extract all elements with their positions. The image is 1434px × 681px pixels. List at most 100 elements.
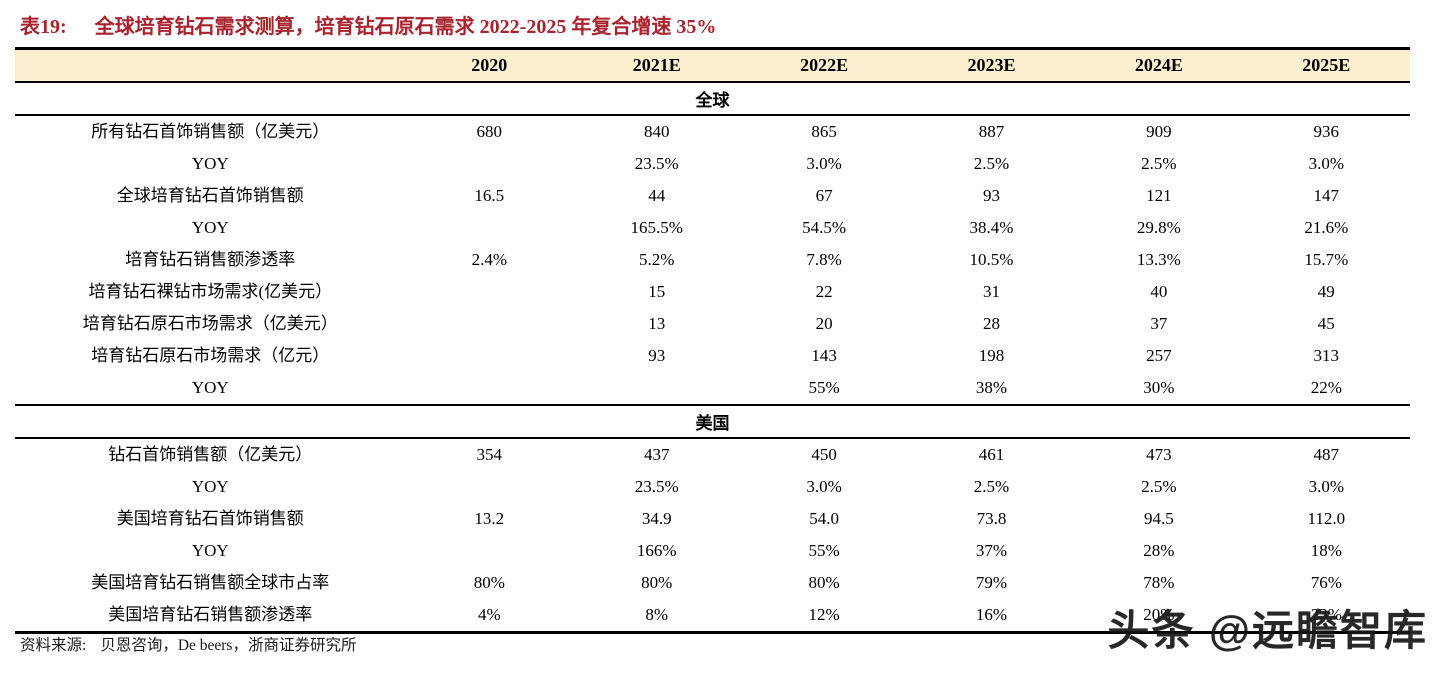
table-row: 钻石首饰销售额（亿美元） 354 437 450 461 473 487 xyxy=(15,438,1410,471)
table-row: 培育钻石原石市场需求（亿元） 93 143 198 257 313 xyxy=(15,340,1410,372)
table-cell: 2.5% xyxy=(1141,154,1177,173)
table-cell xyxy=(406,340,573,372)
year-column-header: 2022E xyxy=(740,47,908,83)
table-cell: 13.3% xyxy=(1136,250,1181,269)
section-title: 美国 xyxy=(15,404,1410,439)
table-cell: 198 xyxy=(978,346,1005,365)
table-title-text: 全球培育钻石需求测算，培育钻石原石需求 2022-2025 年复合增速 35% xyxy=(94,16,717,38)
table-cell: 461 xyxy=(978,445,1005,464)
table-cell: 166% xyxy=(636,541,677,560)
table-row: 所有钻石首饰销售额（亿美元） 680 840 865 887 909 936 xyxy=(15,115,1410,148)
table-cell: 29.8% xyxy=(1136,218,1181,237)
table-row: YOY 166% 55% 37% 28% 18% xyxy=(15,535,1410,567)
year-column-header: 2021E xyxy=(573,47,741,83)
year-column-header: 2025E xyxy=(1242,47,1410,83)
row-label: 全球培育钻石首饰销售额 xyxy=(116,186,304,205)
table-cell: 28 xyxy=(982,314,1000,333)
table-row: 美国培育钻石销售额全球市占率 80% 80% 80% 79% 78% 76% xyxy=(15,567,1410,599)
row-label: 培育钻石原石市场需求（亿美元） xyxy=(82,314,338,333)
table-cell: 40 xyxy=(1150,282,1168,301)
table-row: YOY 23.5% 3.0% 2.5% 2.5% 3.0% xyxy=(15,148,1410,180)
table-cell: 22 xyxy=(815,282,833,301)
table-row: 培育钻石裸钻市场需求(亿美元） 15 22 31 40 49 xyxy=(15,276,1410,308)
row-label: 培育钻石销售额渗透率 xyxy=(125,250,296,269)
table-row: YOY 55% 38% 30% 22% xyxy=(15,372,1410,405)
table-cell: 16% xyxy=(975,605,1008,624)
table-cell: 16.5 xyxy=(474,186,505,205)
table-cell: 54.0 xyxy=(809,509,839,528)
table-cell: 28% xyxy=(1143,541,1175,560)
table-cell: 473 xyxy=(1146,445,1172,464)
table-cell: 93 xyxy=(982,186,1000,205)
table-cell xyxy=(406,535,573,567)
table-cell: 143 xyxy=(811,346,837,365)
table-cell: 54.5% xyxy=(802,218,847,237)
table-cell xyxy=(406,372,573,405)
diamond-demand-table: 2020 2021E 2022E 2023E 2024E 2025E 全球 所有钻石首饰销售… xyxy=(15,47,1410,634)
table-cell: 37% xyxy=(975,541,1008,560)
table-cell: 257 xyxy=(1146,346,1172,365)
table-cell: 936 xyxy=(1313,122,1340,141)
table-cell: 13.2 xyxy=(474,509,505,528)
section-header-row: 美国 xyxy=(15,404,1410,439)
table-cell: 3.0% xyxy=(1308,477,1344,496)
table-cell xyxy=(406,308,573,340)
row-label-column-header xyxy=(15,47,406,83)
table-cell: 4% xyxy=(477,605,501,624)
source-note: 资料来源: 贝恩咨询，De beers，浙商证券研究所 xyxy=(20,633,356,655)
table-cell: 2.4% xyxy=(471,250,508,269)
table-cell: 55% xyxy=(808,541,840,560)
row-label: 钻石首饰销售额（亿美元） xyxy=(108,445,313,464)
source-text: 贝恩咨询，De beers，浙商证券研究所 xyxy=(100,637,357,654)
table-cell: 909 xyxy=(1146,122,1172,141)
row-label: 美国培育钻石销售额渗透率 xyxy=(108,605,313,624)
table-cell: 487 xyxy=(1313,445,1340,464)
table-cell: 13 xyxy=(648,314,666,333)
table-cell: 5.2% xyxy=(638,250,675,269)
table-row: 美国培育钻石销售额渗透率 4% 8% 12% 16% 20% 23% xyxy=(15,599,1410,633)
table-number: 表19: xyxy=(20,16,67,38)
table-cell: 8% xyxy=(645,605,669,624)
table-cell: 76% xyxy=(1310,573,1342,592)
table-cell: 80% xyxy=(641,573,673,592)
table-cell: 12% xyxy=(808,605,840,624)
year-column-header: 2024E xyxy=(1075,47,1243,83)
header-row: 2020 2021E 2022E 2023E 2024E 2025E xyxy=(15,47,1410,83)
table-cell: 165.5% xyxy=(630,218,683,237)
table-cell: 67 xyxy=(815,186,833,205)
table-cell: 31 xyxy=(982,282,1000,301)
table-cell: 15 xyxy=(648,282,666,301)
row-label: YOY xyxy=(191,477,229,496)
table-row: 美国培育钻石首饰销售额 13.2 34.9 54.0 73.8 94.5 112.0 xyxy=(15,503,1410,535)
table-cell: 450 xyxy=(811,445,837,464)
table-cell: 22% xyxy=(1310,378,1342,397)
table-cell xyxy=(406,148,573,180)
table-cell: 2.5% xyxy=(1141,477,1177,496)
table-cell: 10.5% xyxy=(969,250,1014,269)
table-cell: 865 xyxy=(811,122,837,141)
row-label: 培育钻石裸钻市场需求(亿美元） xyxy=(88,282,333,301)
table-cell: 73.8 xyxy=(976,509,1007,528)
row-label: 美国培育钻石销售额全球市占率 xyxy=(91,573,330,592)
table-cell: 2.5% xyxy=(973,154,1010,173)
table-cell: 840 xyxy=(643,122,670,141)
table-row: YOY 23.5% 3.0% 2.5% 2.5% 3.0% xyxy=(15,471,1410,503)
table-cell: 93 xyxy=(648,346,666,365)
row-label: 培育钻石原石市场需求（亿元） xyxy=(91,346,330,365)
table-header: 2020 2021E 2022E 2023E 2024E 2025E xyxy=(15,47,1410,83)
table-cell: 49 xyxy=(1317,282,1335,301)
table-cell: 18% xyxy=(1310,541,1342,560)
table-cell: 80% xyxy=(473,573,505,592)
table-cell: 38.4% xyxy=(969,218,1014,237)
table-cell: 79% xyxy=(975,573,1008,592)
table-cell: 37 xyxy=(1150,314,1168,333)
row-label: YOY xyxy=(191,218,229,237)
year-column-header: 2020 xyxy=(405,47,573,83)
table-cell: 354 xyxy=(476,445,503,464)
table-row: 培育钻石销售额渗透率 2.4% 5.2% 7.8% 10.5% 13.3% 15.7% xyxy=(15,244,1410,276)
table-cell: 437 xyxy=(643,445,670,464)
table-cell: 313 xyxy=(1313,346,1340,365)
table-cell: 45 xyxy=(1317,314,1335,333)
table-cell: 121 xyxy=(1146,186,1172,205)
